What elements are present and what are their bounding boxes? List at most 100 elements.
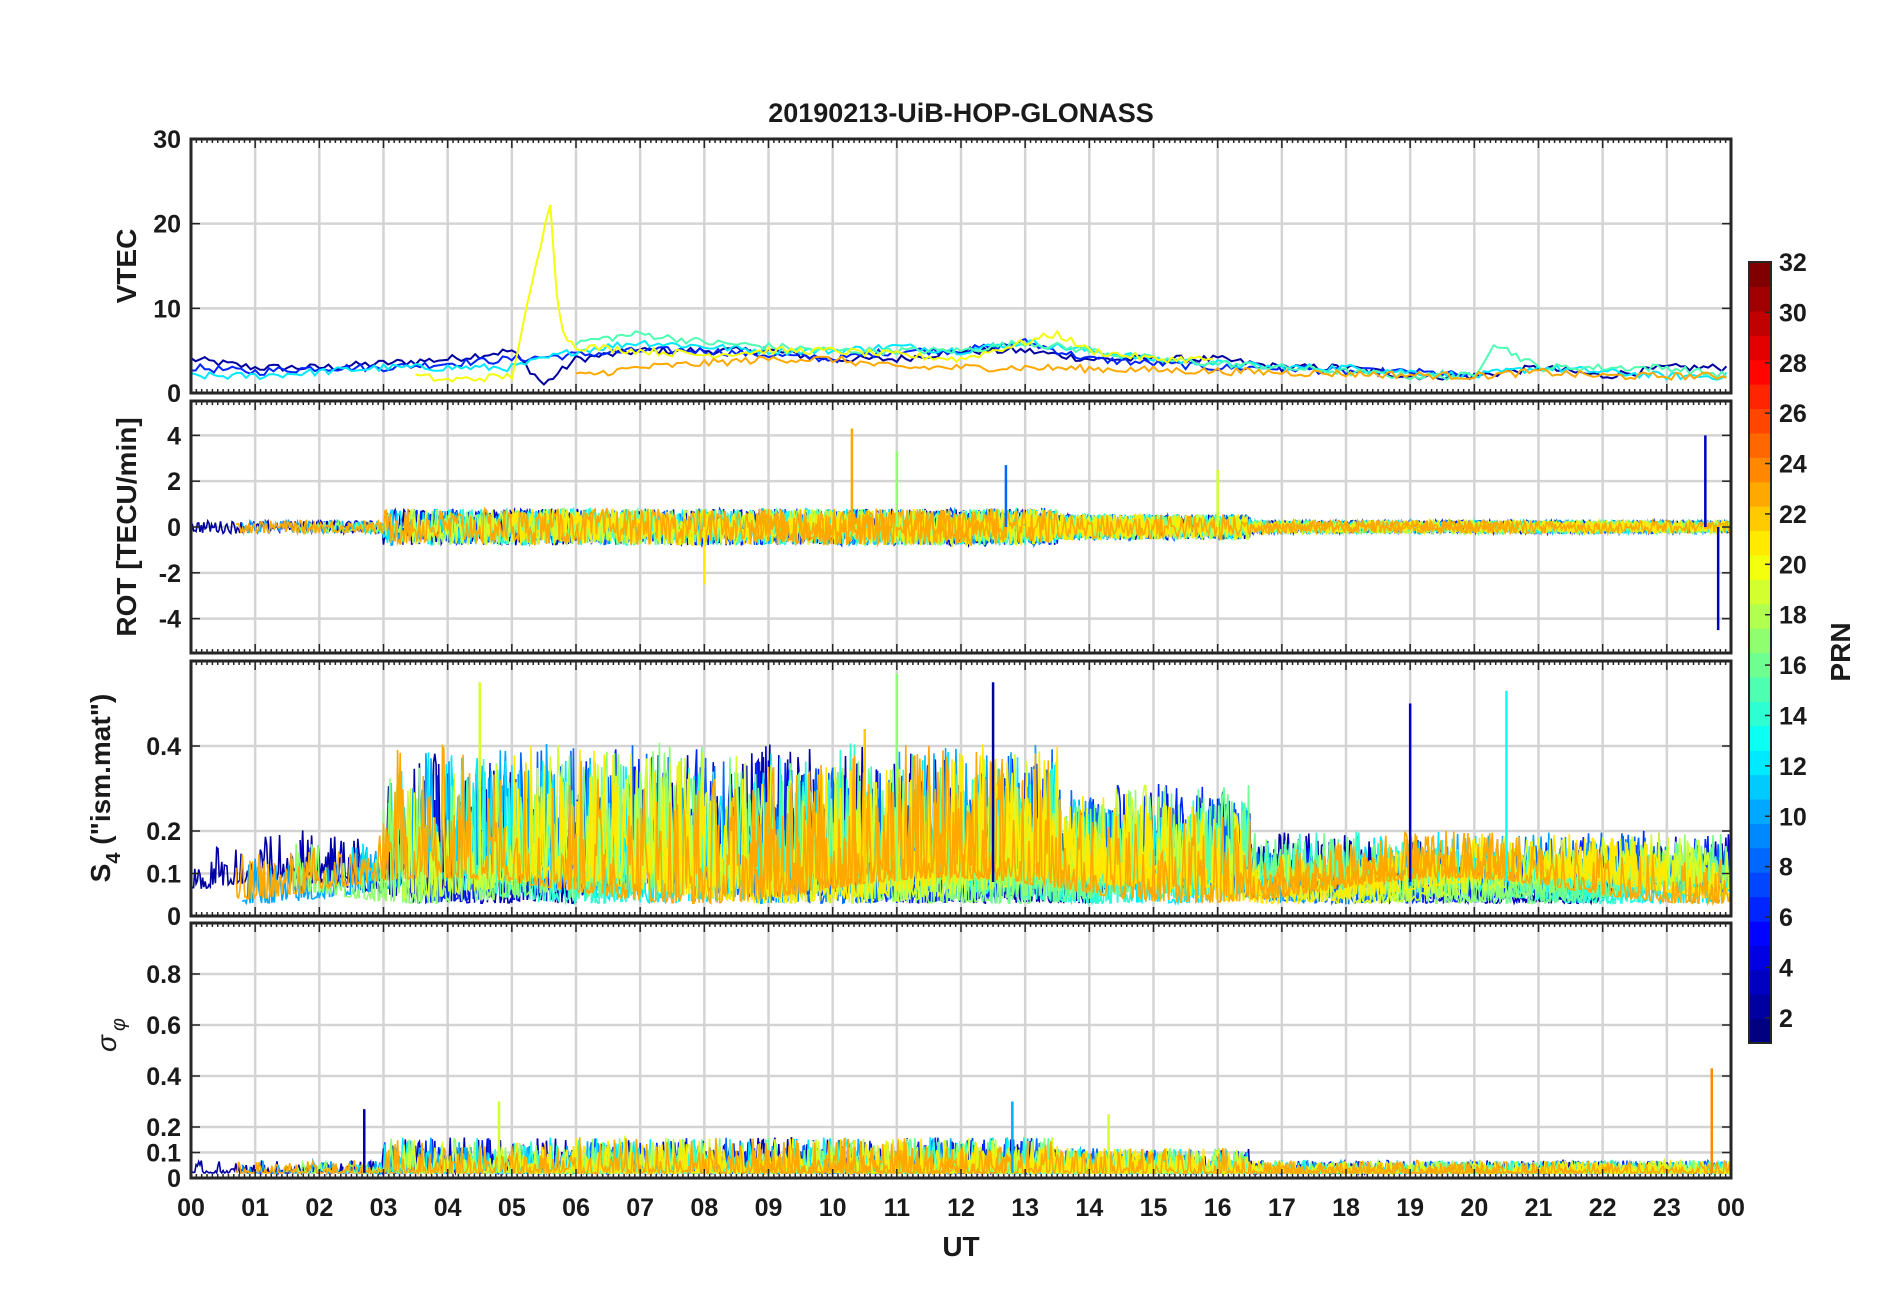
s4-y-tick-label: 0.1	[146, 861, 181, 889]
colorbar-segment	[1749, 554, 1771, 580]
sigma-y-tick-label: 0.6	[146, 1012, 181, 1040]
x-tick-label: 02	[305, 1194, 333, 1222]
x-tick-label: 20	[1460, 1194, 1488, 1222]
x-tick-label: 16	[1204, 1194, 1232, 1222]
colorbar-tick-label: 32	[1779, 249, 1807, 277]
colorbar-segment	[1749, 481, 1771, 507]
x-tick-label: 01	[241, 1194, 269, 1222]
vtec-line-prn-15	[575, 330, 1728, 381]
colorbar-segment	[1749, 530, 1771, 556]
colorbar-segment	[1749, 652, 1771, 678]
x-tick-label: 23	[1653, 1194, 1681, 1222]
rot-data	[191, 428, 1731, 631]
x-tick-label: 06	[562, 1194, 590, 1222]
colorbar-segment	[1749, 798, 1771, 824]
sigma-y-tick-labels: 00.10.2 0.4 0.6 0.8	[146, 961, 181, 1193]
colorbar-segment	[1749, 310, 1771, 336]
rot-tick-marks	[190, 401, 1732, 653]
colorbar-tick-label: 20	[1779, 551, 1807, 579]
sigma-y-tick-label: 0.1	[146, 1140, 181, 1168]
vtec-y-tick-label: 10	[153, 295, 181, 323]
s4-data	[191, 673, 1731, 907]
colorbar-label: PRN	[1825, 622, 1856, 681]
x-tick-label: 09	[755, 1194, 783, 1222]
colorbar-segment	[1749, 847, 1771, 873]
colorbar-segment	[1749, 408, 1771, 434]
rot-y-tick-label: -2	[159, 560, 181, 588]
x-tick-label: 13	[1011, 1194, 1039, 1222]
colorbar-segment	[1749, 774, 1771, 800]
sigma-y-tick-label: 0	[167, 1165, 181, 1193]
colorbar-segment	[1749, 384, 1771, 410]
vtec-y-tick-labels: 0 10 20 30	[153, 126, 181, 408]
x-tick-label: 08	[690, 1194, 718, 1222]
colorbar-tick-label: 8	[1779, 854, 1793, 882]
sigma-tick-marks	[190, 923, 1732, 1179]
sigma-grid	[191, 923, 1731, 1180]
colorbar-segment	[1749, 1018, 1771, 1044]
vtec-y-tick-label: 0	[167, 380, 181, 408]
x-tick-label: 14	[1075, 1194, 1103, 1222]
colorbar-segment	[1749, 872, 1771, 898]
rot-y-tick-label: -4	[159, 606, 181, 634]
x-tick-label: 21	[1525, 1194, 1553, 1222]
rot-y-tick-labels: -4 -2 0 2 4	[159, 422, 181, 633]
colorbar-segment	[1749, 676, 1771, 702]
colorbar-segment	[1749, 359, 1771, 385]
colorbar-tick-label: 6	[1779, 904, 1793, 932]
panel-s4: 0 0.1 0.2 0.4	[146, 659, 1733, 931]
sigma-subscript: φ	[108, 1018, 130, 1031]
s4-y-label: S4 ("ism.mat")	[85, 694, 125, 883]
sigma-y-tick-label: 0.2	[146, 1114, 181, 1142]
colorbar-segment	[1749, 725, 1771, 751]
x-tick-label: 22	[1589, 1194, 1617, 1222]
colorbar-frame	[1748, 261, 1772, 1044]
colorbar-tick-label: 12	[1779, 753, 1807, 781]
colorbar-segment	[1749, 457, 1771, 483]
x-axis-label: UT	[942, 1231, 979, 1262]
x-tick-label: 03	[370, 1194, 398, 1222]
sigma-y-label: σφ	[91, 1018, 130, 1052]
colorbar-segment	[1749, 896, 1771, 922]
colorbar-tick-label: 28	[1779, 350, 1807, 378]
s4-line-prn-23	[235, 743, 1731, 907]
colorbar-segment	[1749, 628, 1771, 654]
x-tick-label: 07	[626, 1194, 654, 1222]
colorbar-tick-label: 14	[1779, 702, 1807, 730]
chart-title: 20190213-UiB-HOP-GLONASS	[768, 98, 1154, 128]
colorbar-segment	[1749, 432, 1771, 458]
x-tick-label: 19	[1396, 1194, 1424, 1222]
s4-y-tick-label: 0.2	[146, 818, 181, 846]
vtec-line-prn-20	[415, 204, 1214, 383]
colorbar-tick-label: 2	[1779, 1005, 1793, 1033]
panel-vtec: 0 10 20 30	[153, 126, 1733, 408]
colorbar-segment	[1749, 920, 1771, 946]
colorbar-tick-label: 22	[1779, 501, 1807, 529]
rot-y-tick-label: 4	[167, 422, 181, 450]
vtec-line-prn-23	[575, 355, 1727, 381]
colorbar-tick-label: 24	[1779, 451, 1807, 479]
sigma-y-tick-label: 0.8	[146, 961, 181, 989]
x-axis-tick-labels: 00 01 02 03 04 05 06 07 08 09 10 11 12 13 14 15 16 17 18 19…	[177, 1194, 1745, 1222]
s4-y-tick-labels: 0 0.1 0.2 0.4	[146, 733, 181, 931]
x-tick-label: 12	[947, 1194, 975, 1222]
panel-rot: -4 -2 0 2 4	[159, 399, 1733, 655]
vtec-data	[191, 204, 1728, 386]
colorbar-segment	[1749, 945, 1771, 971]
colorbar-segment	[1749, 823, 1771, 849]
colorbar-tick-label: 30	[1779, 299, 1807, 327]
panel-sigma: 00.10.2 0.4 0.6 0.8	[146, 921, 1733, 1193]
colorbar-segment	[1749, 506, 1771, 532]
x-tick-label: 17	[1268, 1194, 1296, 1222]
colorbar-segment	[1749, 750, 1771, 776]
s4-y-tick-label: 0	[167, 903, 181, 931]
colorbar-segment	[1749, 603, 1771, 629]
colorbar-segment	[1749, 994, 1771, 1020]
vtec-y-tick-label: 30	[153, 126, 181, 154]
colorbar-segment	[1749, 969, 1771, 995]
vtec-tick-marks	[190, 138, 1732, 394]
colorbar-segment	[1749, 579, 1771, 605]
